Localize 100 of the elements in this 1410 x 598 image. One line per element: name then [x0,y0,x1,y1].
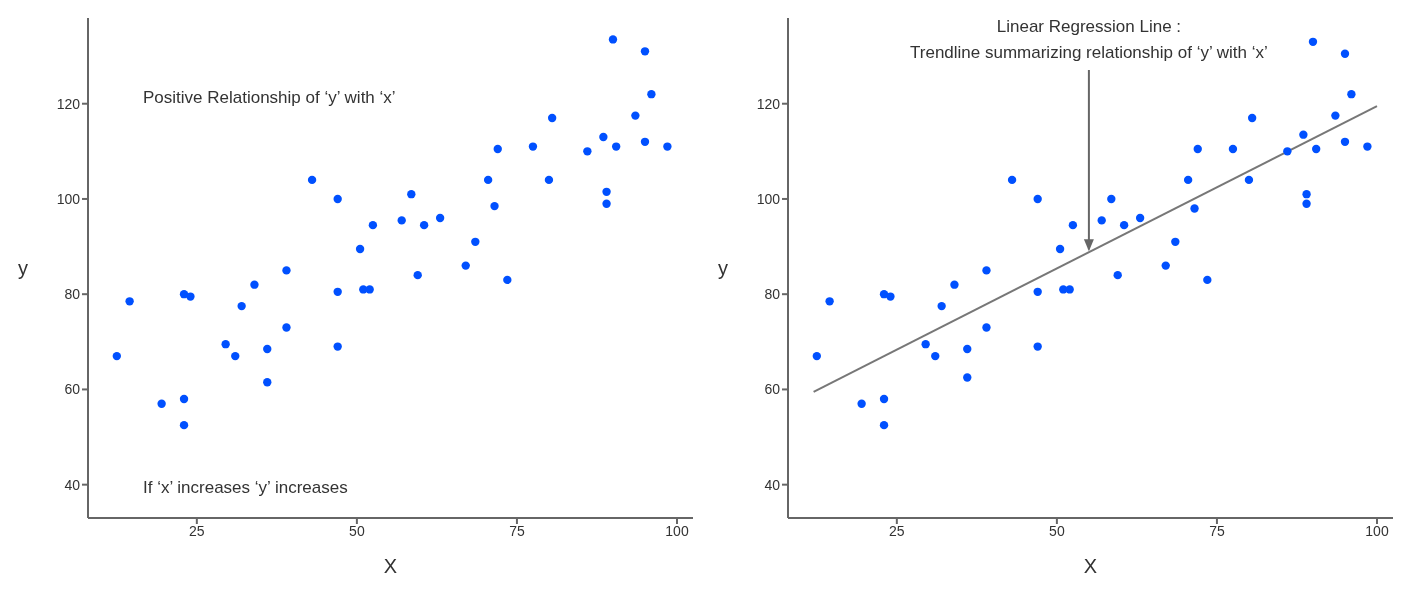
y-tick-label: 120 [756,95,781,112]
point [231,351,240,361]
point [490,201,499,211]
point [1244,175,1254,185]
point [493,144,502,154]
x-tick-label: 75 [509,522,525,539]
y-tick-label: 60 [64,381,81,398]
point [1107,194,1116,204]
point [1347,90,1356,99]
x-tick-label: 25 [189,522,205,539]
point [937,301,946,311]
point [879,394,889,404]
y-axis-title: y [718,257,728,280]
point [333,287,342,296]
point [1228,144,1238,154]
point [1203,275,1212,285]
point [483,175,493,185]
point [1302,190,1311,199]
point [186,292,195,301]
point [333,194,342,204]
x-tick-label: 100 [1365,522,1389,539]
point [333,342,342,351]
point [179,420,189,430]
point [1033,342,1042,351]
point [583,147,592,156]
point [237,301,246,311]
x-axis-title: X [383,555,398,577]
point [221,340,230,349]
point [263,378,272,387]
point [599,132,608,142]
x-tick-label: 50 [349,522,365,539]
point [1311,144,1321,154]
annotation: Trendline summarizing relationship of ‘y’ with ‘x’ [910,43,1268,62]
point [1183,175,1193,185]
point [921,340,930,349]
point [125,297,134,306]
point [879,420,889,430]
x-tick-label: 25 [889,522,905,539]
point [1247,113,1257,123]
point [282,266,291,275]
point [963,344,972,354]
point [825,297,834,306]
point [931,351,940,361]
point [547,113,557,123]
point [1135,213,1145,223]
point [611,142,621,151]
point [1119,220,1129,230]
point [1340,49,1350,58]
point [812,351,821,361]
point [982,266,991,275]
point [1299,130,1308,139]
point [263,344,272,354]
point [663,142,672,151]
point [1363,142,1372,151]
point [602,187,611,196]
y-tick-label: 80 [64,286,81,303]
point [950,280,959,289]
point [544,175,554,185]
point [282,323,291,332]
point [461,261,470,270]
point [365,285,374,294]
point [1193,144,1202,154]
y-tick-label: 80 [764,286,781,303]
y-axis-title: y [18,257,28,280]
point [640,137,650,146]
point [602,199,611,208]
point [1331,111,1340,120]
point [886,292,895,301]
point [1033,194,1042,204]
point [631,111,640,120]
point [179,394,189,404]
y-tick-label: 100 [756,190,781,207]
x-axis-title: X [1083,555,1098,577]
point [1033,287,1042,296]
y-tick-label: 120 [56,95,81,112]
point [528,142,538,151]
point [857,399,866,408]
point [608,35,618,44]
point [1055,244,1065,254]
point [157,399,166,408]
point [1283,147,1292,156]
x-tick-label: 50 [1049,522,1065,539]
point [503,275,512,285]
point [963,373,972,382]
annotation: If ‘x’ increases ‘y’ increases [143,478,348,497]
annotation: Linear Regression Line : [996,17,1182,36]
point [1113,270,1122,280]
point [397,216,406,225]
point [1171,237,1180,246]
point [413,270,422,280]
point [1308,37,1318,46]
annotation: Positive Relationship of ‘y’ with ‘x’ [143,88,396,107]
point [368,220,378,230]
point [407,190,416,199]
y-tick-label: 40 [64,476,81,493]
point [640,47,650,56]
point [982,323,991,332]
y-tick-label: 40 [764,476,781,493]
y-tick-label: 60 [764,381,781,398]
point [112,351,121,361]
